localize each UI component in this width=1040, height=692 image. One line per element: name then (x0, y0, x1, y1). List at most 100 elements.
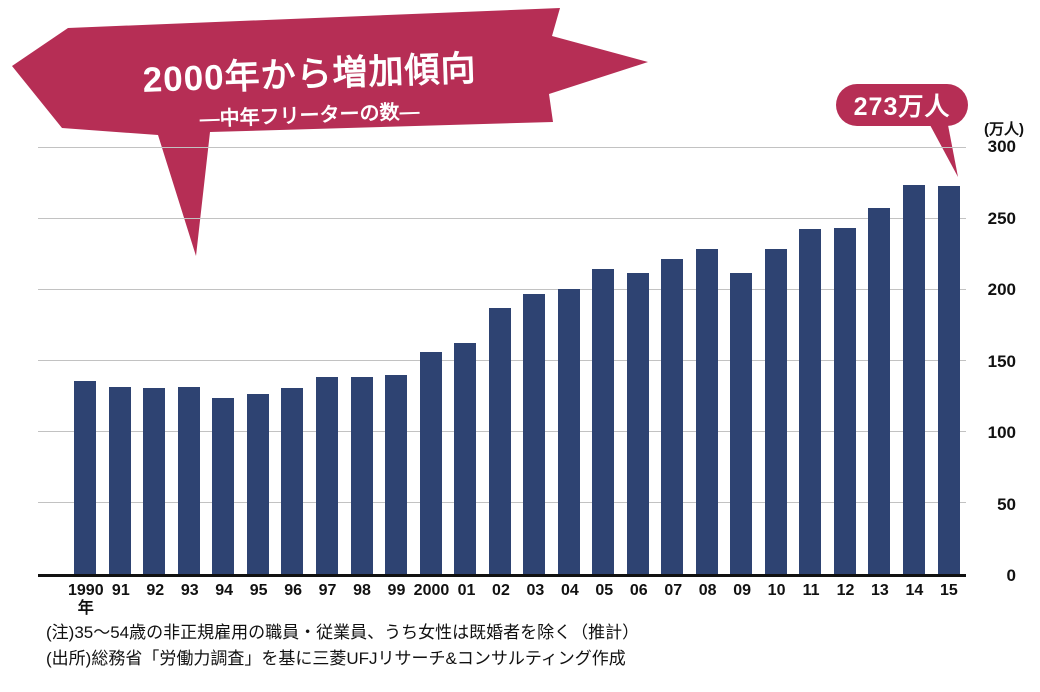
bar-15 (937, 186, 960, 574)
bar-96 (281, 387, 304, 574)
bar-slot (344, 148, 379, 574)
bar-slot (724, 148, 759, 574)
bar-01 (454, 342, 477, 574)
bar-95 (246, 393, 269, 574)
y-tick-label-200: 200 (987, 280, 1016, 299)
bar-slot (517, 148, 552, 574)
x-tick-label: 06 (629, 582, 648, 599)
bar-02 (488, 308, 511, 574)
bar-04 (557, 288, 580, 574)
bar-slot (551, 148, 586, 574)
x-tick-label: 12 (836, 582, 855, 599)
badge-pointer-arrow-icon (930, 125, 958, 177)
bar-03 (523, 294, 546, 574)
callout-banner-shape (12, 8, 648, 256)
value-badge-label: 273万人 (853, 93, 951, 121)
bar-92 (143, 387, 166, 574)
bar-slot (897, 148, 932, 574)
x-tick-label: 93 (180, 582, 199, 599)
bar-slot (621, 148, 656, 574)
bar-98 (350, 376, 373, 574)
bar-slot (172, 148, 207, 574)
bar-1990年 (74, 380, 97, 574)
x-tick-label: 98 (353, 582, 371, 599)
x-tick-label: 96 (284, 582, 302, 599)
y-tick-label-0: 0 (1006, 566, 1016, 585)
x-tick-label: 2000 (413, 582, 450, 599)
bar-slot (828, 148, 863, 574)
bar-slot (655, 148, 690, 574)
value-badge: 273万人 (836, 84, 968, 126)
plot-area (38, 147, 966, 577)
x-tick-label: 04 (560, 582, 579, 599)
bar-slot (482, 148, 517, 574)
bar-10 (764, 248, 787, 574)
x-tick-label: 94 (215, 582, 234, 599)
bar-97 (315, 376, 338, 574)
x-tick-label: 01 (457, 582, 476, 599)
bar-09 (730, 272, 753, 574)
bar-slot (793, 148, 828, 574)
bar-slot (206, 148, 241, 574)
x-tick-label: 97 (318, 582, 337, 599)
x-tick-label: 15 (939, 582, 958, 599)
footnotes: (注)35～54歳の非正規雇用の職員・従業員、うち女性は既婚者を除く（推計） (… (46, 620, 639, 673)
x-tick-label: 10 (767, 582, 786, 599)
bar-slot (759, 148, 794, 574)
x-tick-label: 13 (871, 582, 889, 599)
bar-slot (586, 148, 621, 574)
x-tick-label: 92 (146, 582, 165, 599)
x-tick-label: 03 (526, 582, 545, 599)
x-tick-label: 95 (249, 582, 268, 599)
x-axis: 1990 年 91 92 93 94 95 96 97 98 99 2000 01 02 03 04 05 06… (38, 582, 966, 617)
x-tick-label: 11 (802, 582, 820, 599)
x-tick-label: 02 (492, 582, 510, 599)
y-axis-unit-label: (万人) (984, 121, 1024, 138)
footnote-source-note: (注)35～54歳の非正規雇用の職員・従業員、うち女性は既婚者を除く（推計） (46, 623, 640, 642)
bar-14 (903, 184, 926, 574)
bar-93 (177, 386, 200, 574)
bars (38, 148, 966, 574)
y-tick-label-300: 300 (987, 137, 1016, 156)
bar-99 (385, 375, 408, 574)
bar-slot (413, 148, 448, 574)
bar-slot (931, 148, 966, 574)
bar-91 (108, 386, 131, 574)
x-tick-label: 91 (111, 582, 130, 599)
bar-13 (868, 207, 891, 574)
x-tick-label: 08 (698, 582, 717, 599)
x-tick-label: 14 (905, 582, 924, 599)
bar-12 (833, 227, 856, 574)
y-tick-label-100: 100 (987, 423, 1016, 442)
gridline-250 (38, 218, 966, 219)
bar-07 (661, 258, 684, 574)
bar-slot (448, 148, 483, 574)
x-tick-label: 99 (387, 582, 406, 599)
x-tick-label: 1990 年 (68, 582, 104, 617)
bar-slot (103, 148, 138, 574)
bar-94 (212, 397, 235, 574)
bar-08 (695, 248, 718, 574)
bar-2000 (419, 352, 442, 574)
bar-slot (690, 148, 725, 574)
bar-slot (68, 148, 103, 574)
bar-11 (799, 228, 822, 574)
bar-slot (137, 148, 172, 574)
gridline-200 (38, 289, 966, 291)
x-tick-label: 07 (664, 582, 683, 599)
bar-slot (241, 148, 276, 574)
y-tick-label-250: 250 (987, 208, 1016, 228)
bar-06 (626, 272, 649, 574)
x-tick-label: 09 (733, 582, 752, 599)
y-axis: (万人) 300 250 200 150 100 50 0 (970, 121, 1024, 585)
y-tick-label-150: 150 (987, 351, 1016, 371)
callout-polygon (12, 8, 648, 256)
bar-slot (275, 148, 310, 574)
bar-slot (862, 148, 897, 574)
bar-05 (592, 268, 615, 574)
bar-slot (310, 148, 345, 574)
bar-slot (379, 148, 414, 574)
x-tick-label: 05 (595, 582, 614, 599)
gridline-300 (38, 147, 966, 148)
